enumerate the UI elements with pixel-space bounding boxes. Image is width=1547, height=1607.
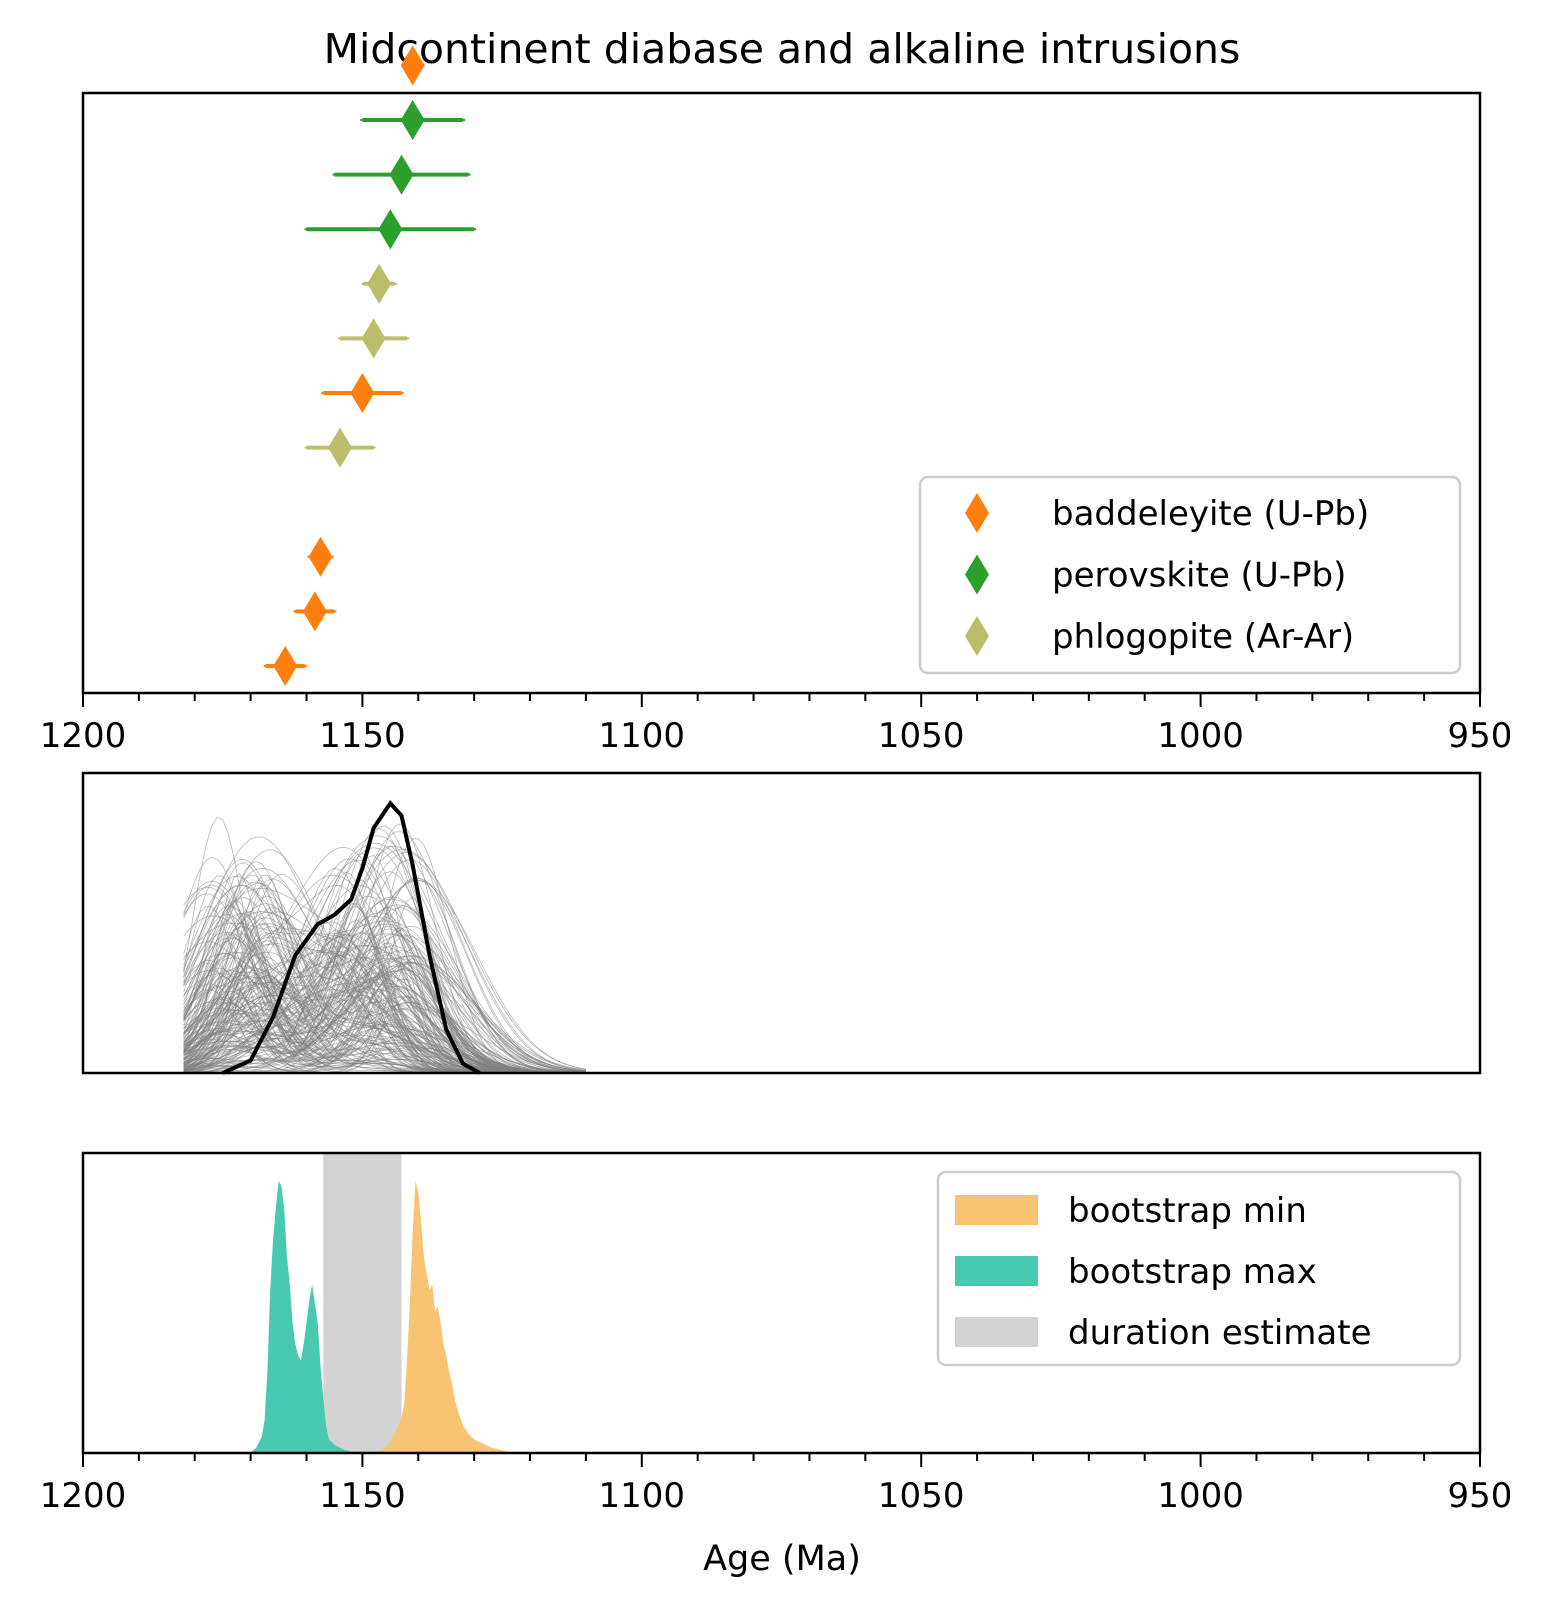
- x-axis-ticks-top: 1200 1150 1100 1050 1000 950: [40, 693, 1513, 756]
- bootstrap-curve-181: [183, 898, 586, 1073]
- bootstrap-curve-189: [183, 848, 586, 1071]
- bootstrap-curve-197: [183, 881, 586, 1074]
- legend-marker-1: [965, 554, 989, 595]
- bottom-x-tick-label-1000: 1000: [1157, 1476, 1244, 1516]
- legend-label-1: bootstrap max: [1068, 1252, 1317, 1292]
- bootstrap-curve-193: [183, 962, 586, 1072]
- legend-label-0: bootstrap min: [1068, 1191, 1307, 1231]
- bootstrap-curve-99: [183, 852, 586, 1072]
- panel-bootstrap-histograms: 1200 1150 1100 1050 1000 950 Age (Ma) bootstr…: [40, 1151, 1513, 1579]
- legend-swatch-2: [955, 1317, 1038, 1347]
- bottom-x-tick-label-950: 950: [1448, 1476, 1513, 1516]
- legend-top-box: [918, 475, 1462, 675]
- legend-top: baddeleyite (U-Pb) perovskite (U-Pb) phlog…: [918, 475, 1462, 675]
- point-2-0: [367, 263, 392, 304]
- bootstrap-curve-171: [183, 913, 586, 1074]
- panel-bootstrap-kde: [81, 771, 1482, 1075]
- bottom-x-tick-label-1200: 1200: [40, 1476, 127, 1516]
- histogram-marks: [250, 1153, 519, 1453]
- point-2-1: [361, 318, 386, 359]
- bootstrap-curve-168: [183, 961, 586, 1074]
- x-axis-ticks-bottom: 1200 1150 1100 1050 1000 950: [40, 1453, 1513, 1516]
- legend-label-0: baddeleyite (U-Pb): [1052, 494, 1369, 534]
- legend-label-2: phlogopite (Ar-Ar): [1052, 617, 1354, 657]
- panel-age-errorbars: 1200 1150 1100 1050 1000 950 baddeleyite (U-P…: [40, 45, 1513, 756]
- panel-2-frame: [81, 771, 1482, 1075]
- errorbar-marks: [263, 45, 477, 686]
- histogram-0: [373, 1181, 519, 1453]
- bootstrap-curves: [183, 816, 586, 1074]
- point-2-2: [328, 427, 353, 468]
- point-0-3: [302, 591, 327, 632]
- top-x-tick-label-1100: 1100: [599, 716, 686, 756]
- top-x-tick-label-1200: 1200: [40, 716, 127, 756]
- bootstrap-curve-162: [183, 933, 586, 1072]
- legend-label-1: perovskite (U-Pb): [1052, 556, 1346, 596]
- point-1-0: [400, 100, 425, 140]
- bootstrap-curve-186: [183, 912, 586, 1074]
- point-0-0: [400, 45, 425, 86]
- legend-swatch-1: [955, 1256, 1038, 1286]
- duration-span: [323, 1153, 402, 1453]
- legend-label-2: duration estimate: [1068, 1313, 1372, 1353]
- point-1-1: [389, 154, 414, 195]
- panel-3-frame: [81, 1151, 1482, 1455]
- legend-marker-0: [965, 493, 989, 533]
- bootstrap-curve-169: [183, 917, 586, 1074]
- bottom-x-tick-label-1150: 1150: [319, 1476, 406, 1516]
- bootstrap-curve-191: [183, 950, 586, 1074]
- legend-swatch-0: [955, 1195, 1038, 1225]
- top-x-tick-label-1150: 1150: [319, 716, 406, 756]
- bootstrap-curve-149: [183, 925, 586, 1074]
- top-x-tick-label-1050: 1050: [878, 716, 965, 756]
- bottom-x-tick-label-1100: 1100: [599, 1476, 686, 1516]
- summary-curve: [221, 800, 481, 1075]
- panel-1-frame: [81, 91, 1482, 695]
- legend-marker-2: [965, 616, 989, 656]
- chart-title: Midcontinent diabase and alkaline intrus…: [324, 25, 1241, 73]
- point-1-2: [378, 209, 403, 250]
- top-x-tick-label-950: 950: [1448, 716, 1513, 756]
- legend-bottom: bootstrap min bootstrap max duration estim…: [936, 1170, 1462, 1367]
- point-0-2: [308, 536, 333, 577]
- histogram-1: [250, 1181, 357, 1453]
- bootstrap-curve-180: [183, 885, 586, 1074]
- bootstrap-curve-196: [183, 896, 586, 1074]
- bootstrap-curve-161: [183, 955, 586, 1072]
- x-axis-label: Age (Ma): [703, 1539, 861, 1579]
- bottom-x-tick-label-1050: 1050: [878, 1476, 965, 1516]
- point-0-1: [350, 373, 375, 413]
- top-x-tick-label-1000: 1000: [1157, 716, 1244, 756]
- point-0-4: [273, 646, 298, 686]
- legend-bottom-box: [936, 1170, 1462, 1367]
